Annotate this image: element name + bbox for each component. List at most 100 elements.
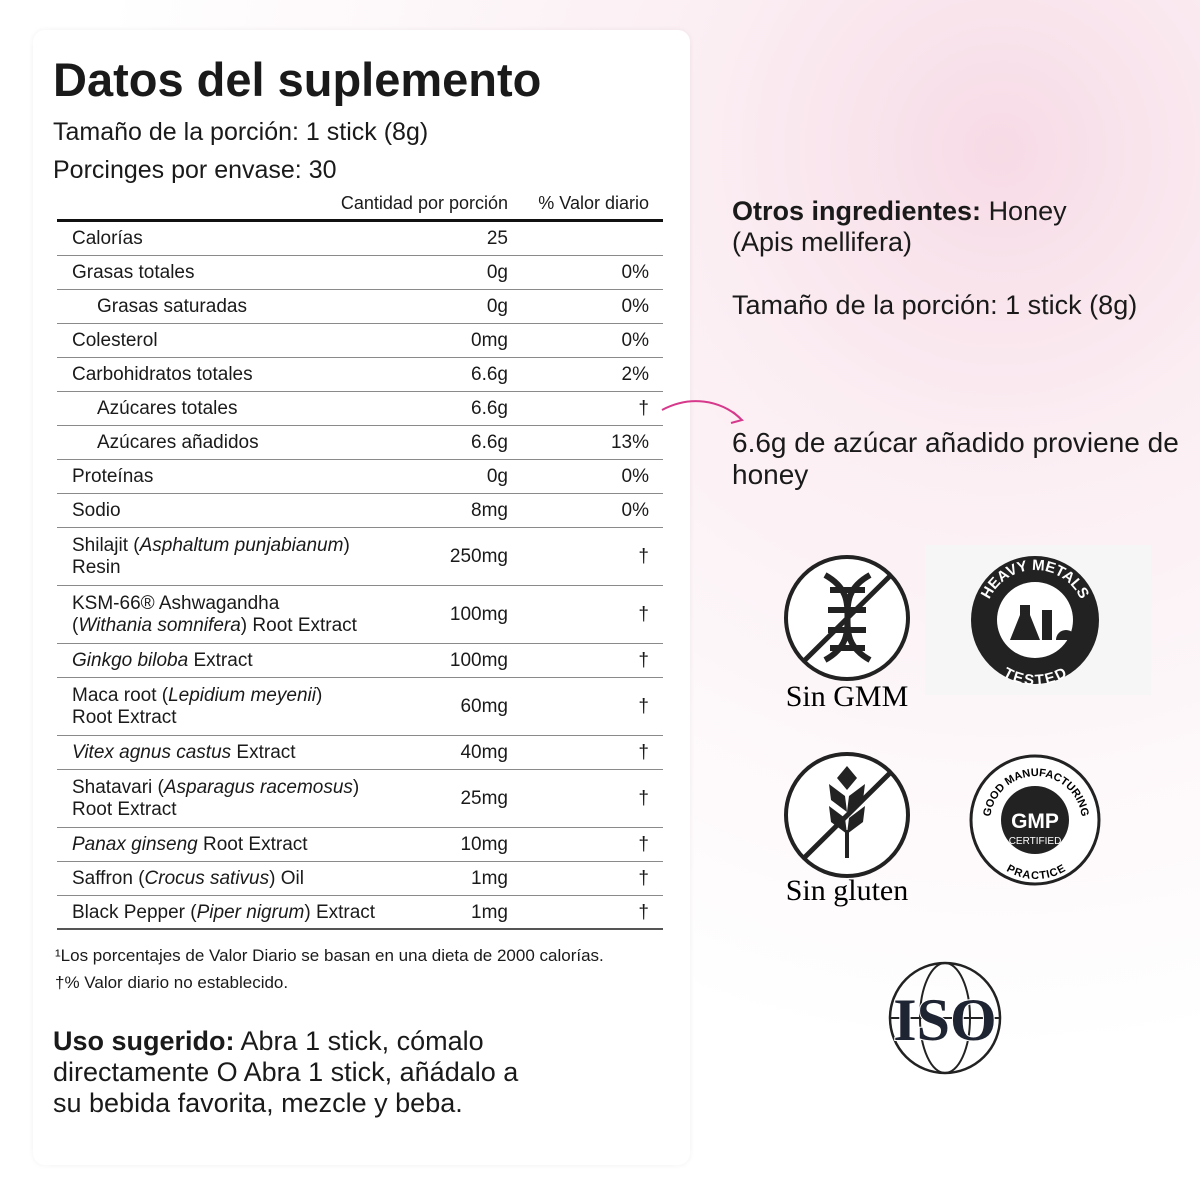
name-part: Colesterol <box>72 330 158 351</box>
nutrient-name: Proteínas <box>72 466 153 488</box>
badge-text: ISO <box>893 987 996 1053</box>
name-line: Root Extract <box>72 707 322 729</box>
name-line: (Withania somnifera) Root Extract <box>72 615 357 637</box>
name-part: Root Extract <box>197 834 308 855</box>
nutrient-name: Azúcares añadidos <box>97 432 259 454</box>
name-part: ) Extract <box>304 902 376 923</box>
daily-value: † <box>638 788 649 809</box>
name-part: Grasas saturadas <box>97 296 247 317</box>
name-part: Lepidium meyenii <box>168 685 316 706</box>
servings: Porcinges por envase: 30 <box>53 156 337 184</box>
daily-value: † <box>638 398 649 419</box>
daily-value: † <box>638 868 649 889</box>
name-part: Shilajit ( <box>72 535 140 556</box>
amount: 0g <box>486 466 508 487</box>
name-line: Resin <box>72 557 350 579</box>
name-line: Grasas totales <box>72 262 195 284</box>
daily-value: † <box>638 696 649 717</box>
name-line: KSM-66® Ashwagandha <box>72 593 357 615</box>
nutrient-name: Calorías <box>72 228 143 250</box>
nutrient-name: Ginkgo biloba Extract <box>72 650 253 672</box>
daily-value: † <box>638 546 649 567</box>
amount: 250mg <box>449 546 508 567</box>
name-line: Azúcares totales <box>97 398 237 420</box>
nutrient-name: Panax ginseng Root Extract <box>72 834 308 856</box>
name-line: Proteínas <box>72 466 153 488</box>
name-line: Azúcares añadidos <box>97 432 259 454</box>
name-part: Extract <box>188 650 253 671</box>
daily-value: 0% <box>621 330 649 351</box>
usage-text: Abra 1 stick, cómalo directamente O Abra… <box>53 1026 519 1118</box>
name-part: Piper nigrum <box>196 902 305 923</box>
name-part: Vitex agnus castus <box>72 742 232 763</box>
daily-value: † <box>638 834 649 855</box>
daily-value: 2% <box>621 364 649 385</box>
table-row: Carbohidratos totales 6.6g 2% <box>57 358 663 392</box>
table-rule <box>57 219 663 222</box>
nutrient-name: Sodio <box>72 500 121 522</box>
name-part: Root Extract <box>72 799 177 820</box>
table-row: Sodio 8mg 0% <box>57 494 663 528</box>
name-part: Sodio <box>72 500 121 521</box>
amount: 6.6g <box>471 398 508 419</box>
amount: 0g <box>486 296 508 317</box>
table-row: Shilajit (Asphaltum punjabianum) Resin 250… <box>57 528 663 586</box>
name-part: Azúcares totales <box>97 398 238 419</box>
badge-label: Sin GMM <box>786 680 909 713</box>
table-row: Proteínas 0g 0% <box>57 460 663 494</box>
name-part: ) Oil <box>269 868 304 889</box>
name-line: Saffron (Crocus sativus) Oil <box>72 868 304 890</box>
badge-iso: ISO <box>888 961 1002 1075</box>
daily-value: 0% <box>621 500 649 521</box>
amount: 0mg <box>471 330 508 351</box>
name-part: Crocus sativus <box>144 868 270 889</box>
column-header: Cantidad por porción <box>340 193 508 213</box>
name-line: Ginkgo biloba Extract <box>72 650 253 672</box>
name-part: Shatavari ( <box>72 777 164 798</box>
badge-text: CERTIFIED <box>1009 836 1062 847</box>
nutrient-name: Saffron (Crocus sativus) Oil <box>72 868 304 890</box>
arrowhead <box>730 411 745 424</box>
daily-value: † <box>638 742 649 763</box>
table-row: Azúcares añadidos 6.6g 13% <box>57 426 663 460</box>
badge-text: PRACTICE <box>1004 863 1067 882</box>
name-part: Asparagus racemosus <box>163 777 353 798</box>
daily-value: 13% <box>610 432 649 453</box>
amount: 8mg <box>471 500 508 521</box>
name-part: Withania somnifera <box>78 615 241 636</box>
daily-value: † <box>638 902 649 923</box>
other-label: Otros ingredientes: <box>732 196 982 226</box>
nutrient-name: KSM-66® Ashwagandha (Withania somnifera) … <box>72 593 357 637</box>
daily-value: 0% <box>621 296 649 317</box>
amount: 25 <box>486 228 508 249</box>
nutrient-name: Shilajit (Asphaltum punjabianum) Resin <box>72 535 350 579</box>
table-row: Shatavari (Asparagus racemosus) Root Extr… <box>57 770 663 828</box>
usage: Uso sugerido: Abra 1 stick, cómalo direc… <box>53 1026 523 1119</box>
table-row: Azúcares totales 6.6g † <box>57 392 663 426</box>
other-ingredients: Otros ingredientes: Honey (Apis mellifer… <box>732 196 1112 258</box>
name-part: Root Extract <box>72 707 177 728</box>
amount: 6.6g <box>471 364 508 385</box>
name-part: Resin <box>72 557 121 578</box>
table-row: KSM-66® Ashwagandha (Withania somnifera) … <box>57 586 663 644</box>
badge-gluten-free: Sin gluten <box>784 752 910 907</box>
badge-text: PRACTICE <box>1004 863 1067 882</box>
footnote: †% Valor diario no establecido. <box>55 973 289 992</box>
name-line: Calorías <box>72 228 143 250</box>
table-row: Grasas totales 0g 0% <box>57 256 663 290</box>
name-part: Proteínas <box>72 466 154 487</box>
name-part: ) <box>315 685 323 706</box>
name-part: ) <box>343 535 350 556</box>
name-part: ) Root Extract <box>240 615 357 636</box>
name-part: Grasas totales <box>72 262 195 283</box>
arrow <box>661 400 741 419</box>
table-row: Grasas saturadas 0g 0% <box>57 290 663 324</box>
table-row: Ginkgo biloba Extract 100mg † <box>57 644 663 678</box>
annotation: 6.6g de azúcar añadido proviene de honey <box>732 427 1179 490</box>
table-row: Vitex agnus castus Extract 40mg † <box>57 736 663 770</box>
name-part: Maca root ( <box>72 685 169 706</box>
amount: 6.6g <box>471 432 508 453</box>
name-line: Maca root (Lepidium meyenii) <box>72 685 322 707</box>
badge-non-gmo: Sin GMM <box>784 555 910 713</box>
